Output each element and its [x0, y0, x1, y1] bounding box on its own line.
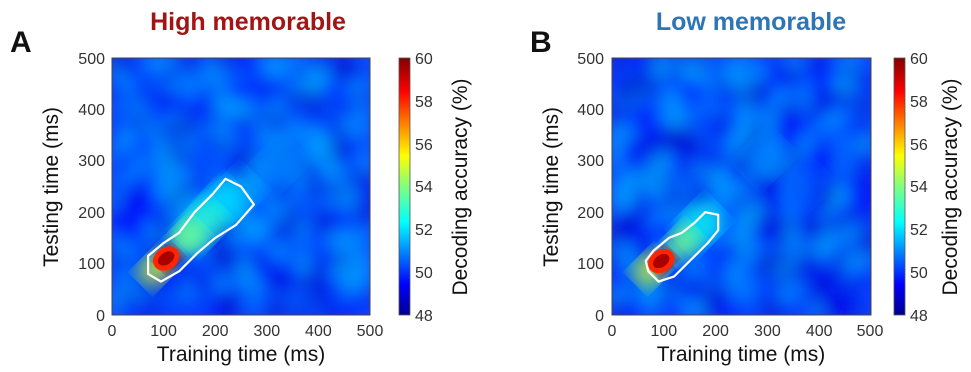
colorbar-b-tick-56: 56 — [910, 137, 928, 154]
x-tick-a-400: 400 — [305, 323, 332, 340]
plot-frame-b — [611, 57, 872, 316]
x-tick-b-500: 500 — [857, 323, 884, 340]
peak-core — [653, 253, 670, 269]
y-tick-a-300: 300 — [78, 153, 105, 170]
colorbar-a-tick-52: 52 — [415, 222, 433, 239]
panel-a: A High memorable 0 100 200 300 400 500 T… — [10, 8, 472, 366]
x-tick-b-100: 100 — [650, 323, 677, 340]
y-tick-a-0: 0 — [96, 308, 105, 325]
plot-frame-a — [111, 57, 371, 316]
colorbar-b-tick-50: 50 — [910, 265, 928, 282]
y-axis-a: 0 100 200 300 400 500 Testing time (ms) — [40, 51, 105, 325]
significance-contour-a — [147, 177, 255, 283]
heatmap-cell — [356, 301, 370, 315]
y-tick-b-400: 400 — [577, 102, 604, 119]
colorbar-a-tick-50: 50 — [415, 265, 433, 282]
x-tick-a-0: 0 — [108, 323, 117, 340]
x-axis-label-b: Training time (ms) — [657, 343, 825, 366]
y-axis-b: 0 100 200 300 400 500 Testing time (ms) — [540, 51, 604, 325]
y-axis-label-a: Testing time (ms) — [40, 107, 63, 267]
heatmap-cell — [857, 301, 871, 315]
panel-letter-a: A — [10, 26, 32, 59]
colorbar-a-tick-48: 48 — [415, 308, 433, 325]
colorbar-a-tick-58: 58 — [415, 94, 433, 111]
y-tick-a-200: 200 — [78, 205, 105, 222]
significance-contour-b — [644, 211, 720, 283]
x-tick-b-200: 200 — [702, 323, 729, 340]
y-tick-b-0: 0 — [595, 308, 604, 325]
colorbar-b-tick-52: 52 — [910, 222, 928, 239]
colorbar-a-tick-60: 60 — [415, 51, 433, 68]
panel-a-title: High memorable — [150, 8, 346, 36]
ridge-point — [780, 162, 828, 211]
x-tick-b-300: 300 — [754, 323, 781, 340]
x-tick-b-0: 0 — [608, 323, 617, 340]
colorbar-b-tick-60: 60 — [910, 51, 928, 68]
panel-b: B Low memorable 0 100 200 300 400 500 Tr… — [530, 8, 962, 366]
y-tick-b-100: 100 — [577, 256, 604, 273]
x-tick-a-500: 500 — [357, 323, 384, 340]
y-tick-b-200: 200 — [577, 205, 604, 222]
ridge-point — [168, 219, 205, 257]
heatmap-a-ridge — [137, 142, 301, 287]
colorbar-b-scale — [893, 57, 906, 316]
colorbar-a-label: Decoding accuracy (%) — [449, 78, 472, 295]
y-tick-a-500: 500 — [78, 51, 105, 68]
x-tick-b-400: 400 — [806, 323, 833, 340]
x-tick-a-300: 300 — [253, 323, 280, 340]
colorbar-a-scale — [398, 57, 411, 316]
heatmap-a — [112, 58, 370, 315]
y-axis-label-b: Testing time (ms) — [540, 107, 563, 267]
ridge-point — [253, 142, 301, 190]
y-tick-a-100: 100 — [78, 256, 105, 273]
colorbar-b-label: Decoding accuracy (%) — [939, 78, 962, 295]
panel-b-title: Low memorable — [656, 8, 846, 36]
colorbar-b: 48 50 52 54 56 58 60 Decoding accuracy (… — [893, 51, 962, 325]
ridge-point — [741, 134, 789, 182]
colorbar-b-tick-54: 54 — [910, 179, 928, 196]
colorbar-b-tick-58: 58 — [910, 94, 928, 111]
ridge-point — [663, 224, 701, 262]
y-tick-a-400: 400 — [78, 102, 105, 119]
y-tick-b-300: 300 — [577, 153, 604, 170]
x-axis-label-a: Training time (ms) — [157, 343, 325, 366]
colorbar-b-tick-48: 48 — [910, 308, 928, 325]
colorbar-a-tick-54: 54 — [415, 179, 433, 196]
y-tick-b-500: 500 — [577, 51, 604, 68]
x-tick-a-100: 100 — [150, 323, 177, 340]
x-tick-a-200: 200 — [202, 323, 229, 340]
panel-letter-b: B — [530, 26, 552, 59]
peak-core — [158, 251, 175, 266]
colorbar-a-tick-56: 56 — [415, 137, 433, 154]
heatmap-b — [612, 58, 871, 315]
x-axis-a: 0 100 200 300 400 500 Training time (ms) — [108, 323, 384, 366]
x-axis-b: 0 100 200 300 400 500 Training time (ms) — [608, 323, 884, 366]
colorbar-a: 48 50 52 54 56 58 60 Decoding accuracy (… — [398, 51, 472, 325]
